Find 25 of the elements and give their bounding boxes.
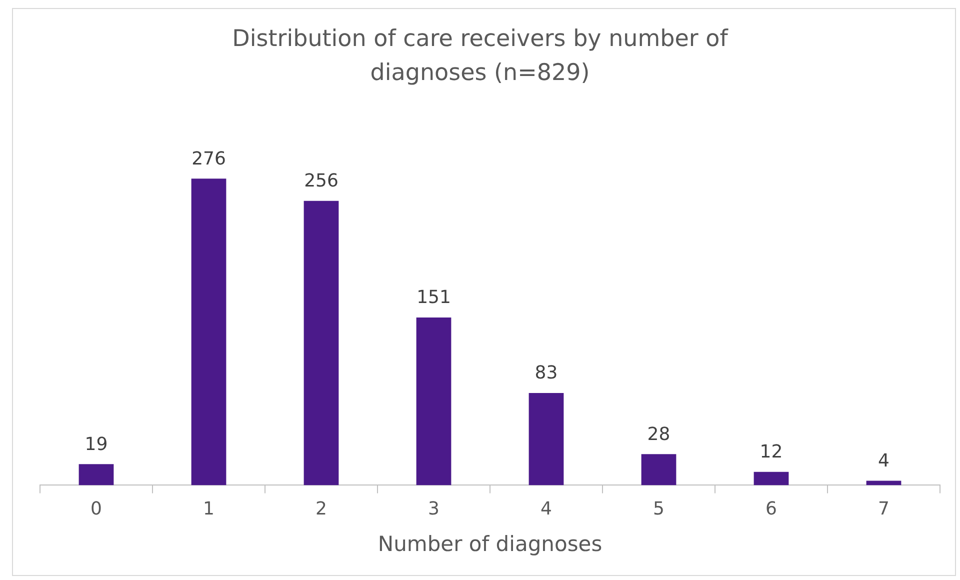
bar (78, 464, 114, 486)
x-tick-label: 4 (540, 498, 552, 520)
x-tick-label: 1 (203, 498, 214, 520)
bar (754, 472, 789, 486)
data-label: 28 (647, 424, 670, 445)
data-label: 83 (534, 362, 558, 384)
data-label: 4 (878, 450, 890, 472)
data-label: 19 (84, 434, 108, 455)
bar (641, 454, 676, 486)
data-label: 256 (304, 170, 338, 192)
x-tick-label: 2 (316, 498, 327, 520)
data-label: 276 (192, 148, 226, 170)
data-label: 151 (416, 287, 451, 308)
bar (416, 317, 452, 486)
x-tick-label: 5 (653, 498, 664, 520)
x-tick-label: 3 (428, 498, 440, 520)
bar (304, 200, 339, 486)
bar (191, 178, 226, 486)
data-label: 12 (760, 442, 783, 463)
x-tick-label: 6 (766, 498, 777, 520)
x-tick-label: 7 (878, 498, 890, 520)
x-tick-label: 0 (90, 498, 102, 520)
chart-title: Distribution of care receivers by number of diagnoses (n=829) (231, 25, 730, 88)
bar (528, 393, 564, 486)
x-axis-title: Number of diagnoses (378, 532, 602, 556)
